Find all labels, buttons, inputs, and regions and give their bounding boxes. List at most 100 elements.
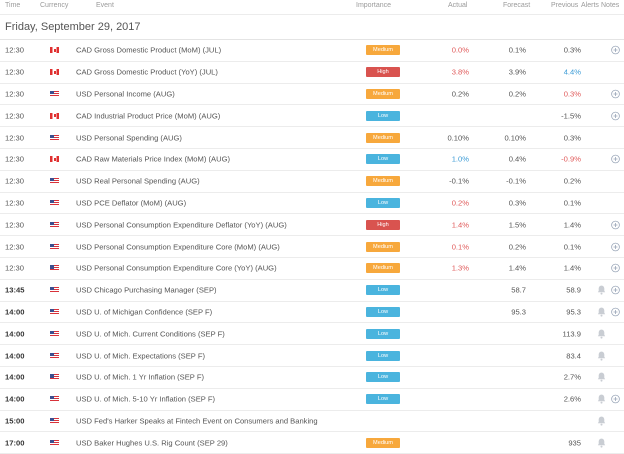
event-time: 12:30 bbox=[5, 45, 25, 55]
event-name[interactable]: USD Personal Consumption Expenditure Def… bbox=[76, 220, 287, 230]
previous-value: 935 bbox=[568, 438, 581, 448]
table-row: 14:00 USD U. of Mich. 1 Yr Inflation (SE… bbox=[0, 367, 624, 389]
event-name[interactable]: USD PCE Deflator (MoM) (AUG) bbox=[76, 198, 187, 208]
table-row: 12:30 CAD Gross Domestic Product (MoM) (… bbox=[0, 40, 624, 62]
event-name[interactable]: USD Fed's Harker Speaks at Fintech Event… bbox=[76, 416, 318, 426]
event-name[interactable]: USD Baker Hughes U.S. Rig Count (SEP 29) bbox=[76, 438, 228, 448]
table-row: 12:30 CAD Raw Materials Price Index (MoM… bbox=[0, 149, 624, 171]
event-name[interactable]: USD Real Personal Spending (AUG) bbox=[76, 176, 200, 186]
forecast-value: 1.5% bbox=[508, 220, 526, 230]
event-time: 12:30 bbox=[5, 176, 25, 186]
forecast-value: 95.3 bbox=[511, 307, 526, 317]
usa-flag bbox=[50, 134, 59, 141]
table-row: 14:00 USD U. of Mich. 5-10 Yr Inflation … bbox=[0, 389, 624, 411]
forecast-value: 0.1% bbox=[508, 45, 526, 55]
col-alerts: Alerts bbox=[581, 2, 599, 9]
event-name[interactable]: USD U. of Mich. Current Conditions (SEP … bbox=[76, 329, 225, 339]
event-name[interactable]: CAD Raw Materials Price Index (MoM) (AUG… bbox=[76, 154, 231, 164]
event-name[interactable]: CAD Industrial Product Price (MoM) (AUG) bbox=[76, 111, 221, 121]
column-header: Time Currency Event Importance Actual Fo… bbox=[0, 0, 624, 15]
bell-icon[interactable] bbox=[597, 416, 606, 426]
event-name[interactable]: USD Personal Consumption Expenditure Cor… bbox=[76, 263, 277, 273]
event-name[interactable]: CAD Gross Domestic Product (YoY) (JUL) bbox=[76, 67, 218, 77]
importance-badge: Medium bbox=[366, 45, 400, 56]
event-name[interactable]: USD U. of Mich. 1 Yr Inflation (SEP F) bbox=[76, 372, 205, 382]
event-time: 12:30 bbox=[5, 242, 25, 252]
table-row: 12:30 CAD Gross Domestic Product (YoY) (… bbox=[0, 62, 624, 84]
table-row: 14:00 USD U. of Michigan Confidence (SEP… bbox=[0, 302, 624, 324]
bell-icon[interactable] bbox=[597, 329, 606, 339]
add-note-icon[interactable] bbox=[611, 285, 620, 295]
importance-badge: Medium bbox=[366, 176, 400, 187]
bell-icon[interactable] bbox=[597, 351, 606, 361]
importance-badge: Low bbox=[366, 154, 400, 165]
add-note-icon[interactable] bbox=[611, 242, 620, 251]
previous-value: 1.4% bbox=[563, 220, 581, 230]
event-name[interactable]: USD Personal Spending (AUG) bbox=[76, 133, 182, 143]
usa-flag bbox=[50, 308, 59, 315]
event-time: 12:30 bbox=[5, 111, 25, 121]
event-time: 12:30 bbox=[5, 67, 25, 77]
add-note-icon[interactable] bbox=[611, 111, 620, 121]
previous-value: 2.7% bbox=[563, 372, 581, 382]
event-name[interactable]: USD Personal Consumption Expenditure Cor… bbox=[76, 242, 280, 252]
table-row: 14:00 USD U. of Mich. Current Conditions… bbox=[0, 323, 624, 346]
usa-flag bbox=[50, 330, 59, 337]
previous-value: 0.1% bbox=[563, 198, 581, 208]
usa-flag bbox=[50, 417, 59, 424]
importance-badge: Low bbox=[366, 350, 400, 361]
importance-badge: Low bbox=[366, 328, 400, 339]
bell-icon[interactable] bbox=[597, 438, 606, 448]
event-name[interactable]: CAD Gross Domestic Product (MoM) (JUL) bbox=[76, 45, 222, 55]
canada-flag bbox=[50, 47, 59, 54]
add-note-icon[interactable] bbox=[611, 89, 620, 99]
previous-value: 0.2% bbox=[563, 176, 581, 186]
importance-badge: Low bbox=[366, 306, 400, 317]
bell-icon[interactable] bbox=[597, 285, 606, 295]
add-note-icon[interactable] bbox=[611, 155, 620, 164]
event-time: 14:00 bbox=[5, 307, 25, 317]
usa-flag bbox=[50, 396, 59, 403]
importance-badge: Medium bbox=[366, 437, 400, 448]
previous-value: 2.6% bbox=[563, 394, 581, 404]
table-row: 12:30 USD PCE Deflator (MoM) (AUG) Low 0… bbox=[0, 193, 624, 215]
usa-flag bbox=[50, 352, 59, 359]
date-heading: Friday, September 29, 2017 bbox=[0, 15, 624, 40]
actual-value: 0.10% bbox=[447, 133, 469, 143]
bell-icon[interactable] bbox=[597, 372, 606, 382]
bell-icon[interactable] bbox=[597, 394, 606, 404]
table-row: 12:30 USD Personal Consumption Expenditu… bbox=[0, 236, 624, 258]
table-row: 12:30 USD Real Personal Spending (AUG) M… bbox=[0, 171, 624, 193]
actual-value: 0.1% bbox=[451, 242, 469, 252]
add-note-icon[interactable] bbox=[611, 46, 620, 55]
add-note-icon[interactable] bbox=[611, 394, 620, 404]
event-name[interactable]: USD Personal Income (AUG) bbox=[76, 89, 175, 99]
importance-badge: Low bbox=[366, 285, 400, 296]
col-forecast: Forecast bbox=[503, 2, 531, 9]
table-row: 15:00 USD Fed's Harker Speaks at Fintech… bbox=[0, 411, 624, 433]
usa-flag bbox=[50, 221, 59, 228]
event-name[interactable]: USD U. of Mich. 5-10 Yr Inflation (SEP F… bbox=[76, 394, 215, 404]
add-note-icon[interactable] bbox=[611, 220, 620, 230]
event-time: 12:30 bbox=[5, 154, 25, 164]
canada-flag bbox=[50, 112, 59, 119]
event-name[interactable]: USD U. of Michigan Confidence (SEP F) bbox=[76, 307, 213, 317]
event-name[interactable]: USD U. of Mich. Expectations (SEP F) bbox=[76, 351, 205, 361]
previous-value: 58.9 bbox=[566, 285, 581, 295]
previous-value: 1.4% bbox=[563, 263, 581, 273]
previous-value: 95.3 bbox=[566, 307, 581, 317]
event-time: 15:00 bbox=[5, 416, 25, 426]
actual-value: 1.3% bbox=[451, 263, 469, 273]
event-time: 12:30 bbox=[5, 89, 25, 99]
forecast-value: 0.2% bbox=[508, 89, 526, 99]
event-time: 17:00 bbox=[5, 438, 25, 448]
previous-value: 0.3% bbox=[563, 89, 581, 99]
add-note-icon[interactable] bbox=[611, 307, 620, 317]
table-row: 14:00 USD U. of Mich. Expectations (SEP … bbox=[0, 345, 624, 367]
canada-flag bbox=[50, 69, 59, 76]
add-note-icon[interactable] bbox=[611, 264, 620, 273]
event-time: 14:00 bbox=[5, 351, 25, 361]
bell-icon[interactable] bbox=[597, 307, 606, 317]
previous-value: 0.1% bbox=[563, 242, 581, 252]
event-name[interactable]: USD Chicago Purchasing Manager (SEP) bbox=[76, 285, 217, 295]
